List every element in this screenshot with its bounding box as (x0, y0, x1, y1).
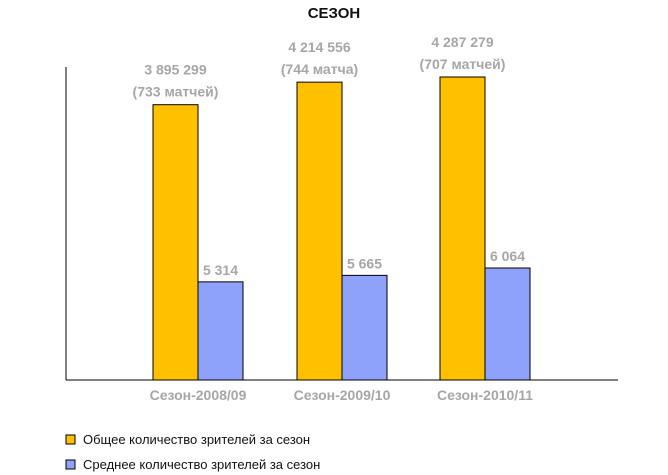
bar-average (484, 267, 531, 381)
bar-total (296, 81, 343, 381)
bar-average (341, 274, 388, 381)
data-label-average: 5 314 (203, 262, 238, 278)
labels-group: 3 895 299 (733 матчей) 5 314 4 214 556 (744 … (133, 34, 526, 278)
bar-total (439, 76, 486, 381)
legend-label: Среднее количество зрителей за сезон (83, 457, 320, 472)
x-tick-label: Сезон-2009/10 (294, 387, 391, 403)
data-label-total: 3 895 299 (144, 62, 206, 78)
bars-group (152, 76, 531, 381)
x-tick-labels: Сезон-2008/09 Сезон-2009/10 Сезон-2010/11 (150, 387, 534, 403)
bar-total (152, 104, 199, 381)
legend-swatch (65, 434, 76, 445)
legend-label: Общее количество зрителей за сезон (83, 432, 310, 447)
data-label-average: 6 064 (490, 248, 525, 264)
data-label-matches: (707 матчей) (420, 56, 506, 72)
legend: Общее количество зрителей за сезон Средне… (65, 432, 320, 472)
data-label-matches: (733 матчей) (133, 84, 219, 100)
data-label-average: 5 665 (347, 255, 382, 271)
bar-average (197, 281, 244, 381)
x-tick-label: Сезон-2010/11 (437, 387, 533, 403)
legend-swatch (65, 459, 76, 470)
data-label-matches: (744 матча) (281, 61, 358, 77)
x-tick-label: Сезон-2008/09 (150, 387, 247, 403)
data-label-total: 4 214 556 (288, 39, 350, 55)
chart-title: СЕЗОН (308, 5, 361, 22)
data-label-total: 4 287 279 (431, 34, 493, 50)
